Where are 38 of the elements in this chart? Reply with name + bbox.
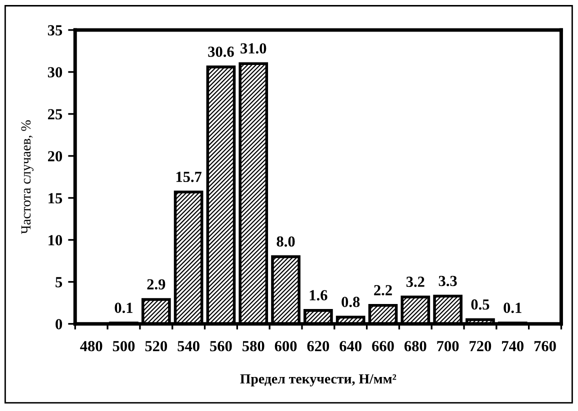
y-tick-label: 5 [56, 277, 62, 288]
y-tick-label: 10 [48, 235, 62, 246]
data-label: 0.1 [114, 302, 133, 314]
x-tick-label: 760 [534, 340, 556, 352]
data-label: 3.3 [438, 276, 457, 286]
x-tick-label: 560 [210, 340, 232, 352]
data-label: 1.6 [310, 290, 328, 300]
data-label: 0.1 [504, 302, 522, 314]
y-tick-label: 30 [48, 67, 62, 78]
data-label: 2.2 [374, 285, 392, 296]
y-tick-label: 20 [48, 151, 62, 162]
data-label: 31.0 [240, 43, 266, 54]
x-tick-label: 680 [404, 340, 426, 352]
x-axis-title: Предел текучести, Н/мм² [240, 374, 396, 386]
y-tick-label: 0 [56, 319, 62, 330]
data-label: 15.7 [176, 172, 202, 182]
x-tick-label: 540 [178, 340, 200, 352]
x-tick-label: 740 [502, 340, 524, 352]
x-tick-label: 480 [80, 340, 102, 352]
data-label: 2.9 [147, 279, 166, 290]
y-tick-label: 35 [48, 25, 62, 36]
x-tick-label: 580 [242, 340, 264, 352]
x-tick-label: 700 [437, 340, 459, 352]
data-label: 8.0 [276, 236, 295, 247]
x-tick-label: 520 [145, 340, 168, 352]
x-tick-label: 660 [372, 340, 394, 352]
x-tick-label: 600 [274, 340, 297, 352]
y-axis-title: Частота случаев, % [21, 120, 34, 234]
x-tick-label: 720 [470, 340, 492, 352]
y-tick-label: 25 [48, 109, 62, 120]
x-tick-label: 500 [112, 340, 135, 352]
x-tick-label: 620 [307, 340, 330, 352]
data-label: 0.5 [471, 299, 490, 310]
data-label: 30.6 [208, 46, 234, 57]
x-tick-label: 640 [340, 340, 362, 352]
data-label: 0.8 [342, 296, 360, 308]
y-tick-label: 15 [48, 193, 62, 204]
data-label: 3.2 [406, 276, 424, 288]
